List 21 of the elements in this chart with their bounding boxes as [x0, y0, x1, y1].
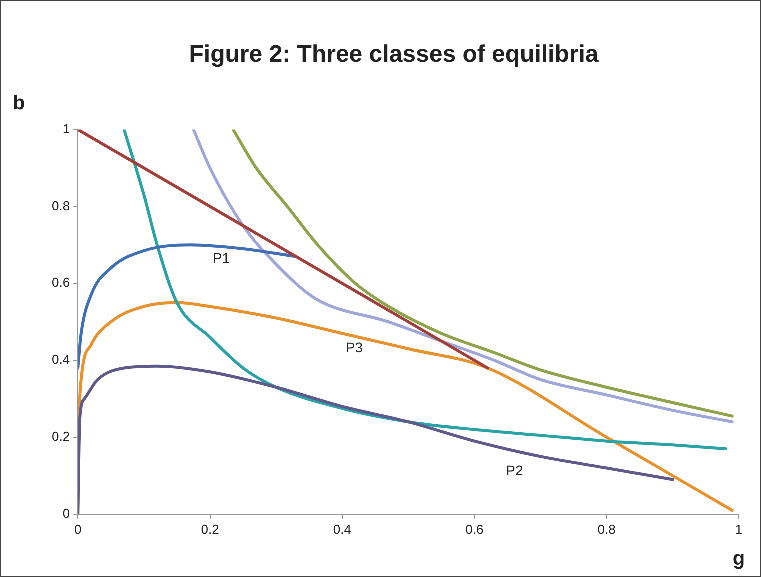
y-tick-label: 0 — [62, 506, 70, 521]
series-label: P3 — [346, 339, 364, 356]
y-tick-label: 0.8 — [52, 198, 70, 214]
y-tick-label: 0.6 — [52, 275, 70, 290]
x-tick-label: 0.8 — [598, 522, 616, 537]
chart-title: Figure 2: Three classes of equilibria — [189, 41, 600, 68]
series-label: P2 — [506, 462, 524, 479]
y-tick-label: 0.4 — [52, 352, 70, 368]
series-label: P1 — [212, 250, 230, 266]
y-axis-title: b — [13, 92, 26, 114]
line-series — [78, 244, 298, 370]
line-series — [122, 130, 728, 451]
x-tick-label: 0.2 — [201, 522, 220, 537]
x-tick-label: 0 — [74, 522, 82, 537]
x-tick-label: 1 — [735, 522, 743, 537]
x-tick-label: 0.6 — [466, 522, 484, 537]
line-series — [78, 364, 674, 514]
x-tick-label: 0.4 — [333, 522, 352, 537]
y-tick-label: 0.2 — [52, 429, 70, 444]
y-tick-label: 1 — [62, 121, 70, 136]
x-axis-title: g — [732, 548, 746, 570]
